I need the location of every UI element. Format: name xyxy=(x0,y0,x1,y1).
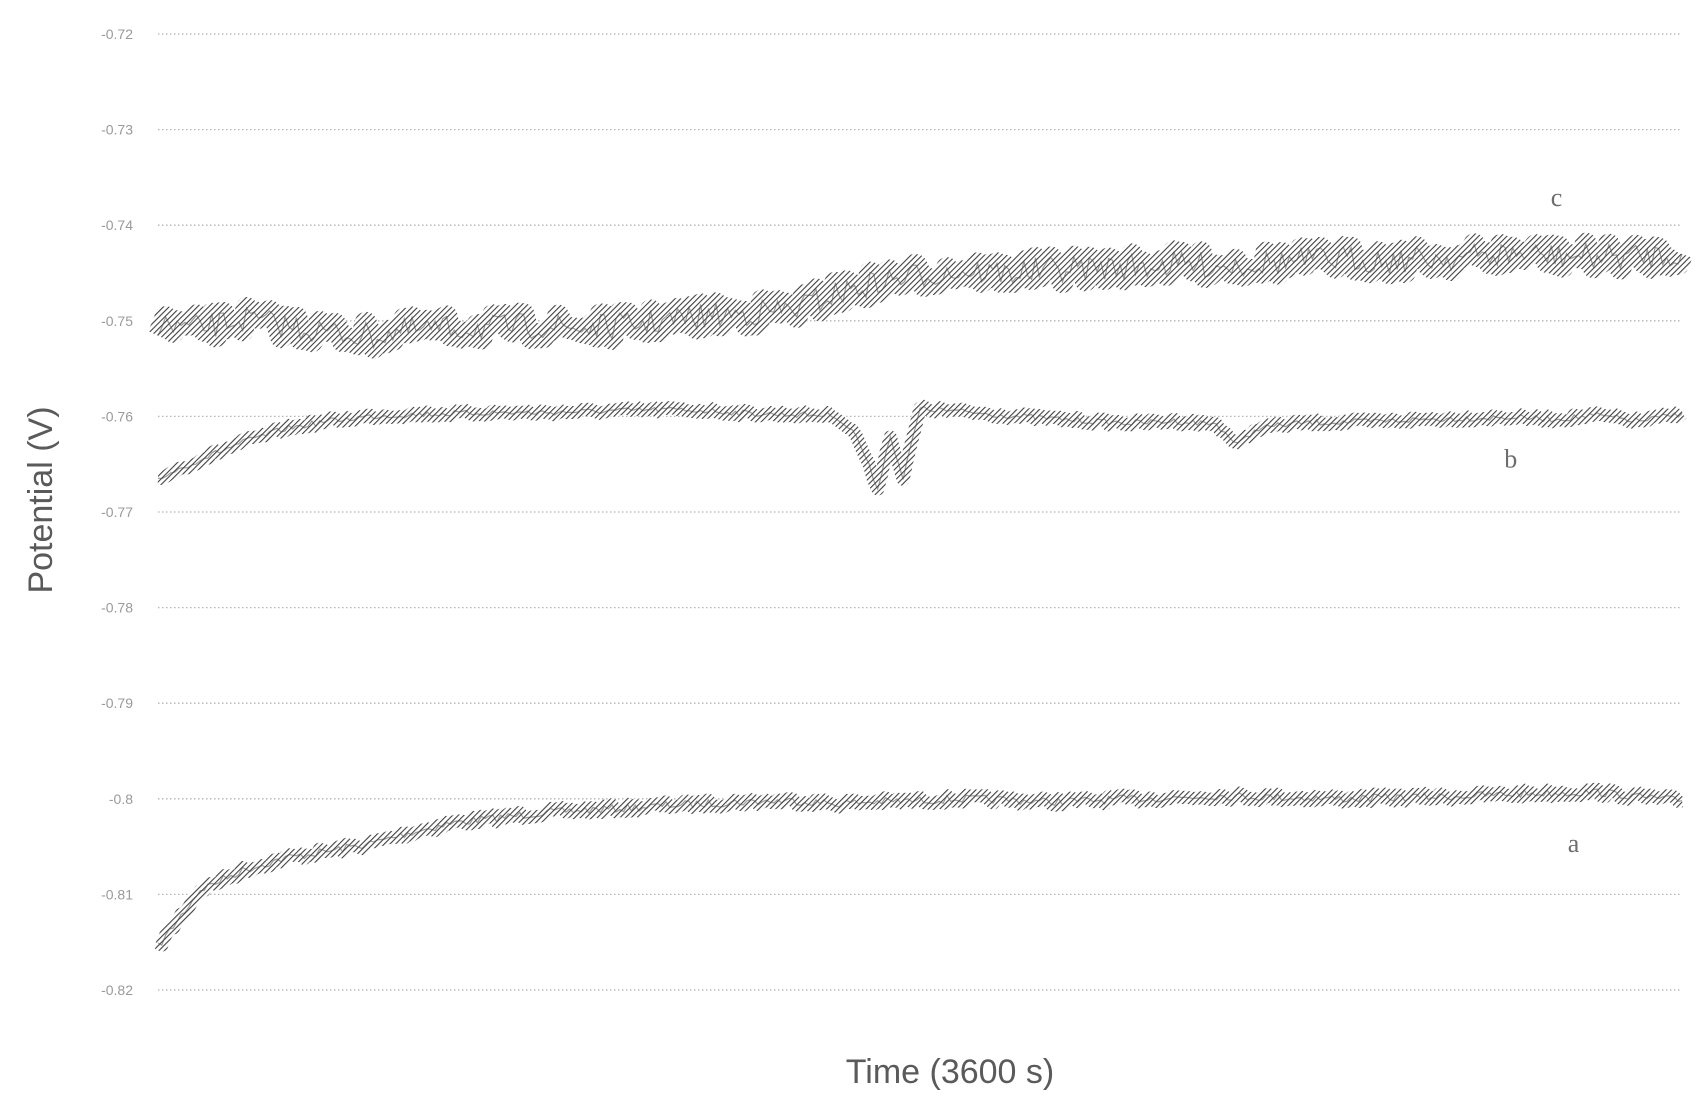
series-c-line xyxy=(148,232,1693,359)
y-tick-labels: -0.72 -0.73 -0.74 -0.75 -0.76 -0.77 -0.78 -0.79… xyxy=(101,26,133,998)
x-axis-title: Time (3600 s) xyxy=(846,1053,1054,1091)
series-a-line xyxy=(154,782,1685,952)
y-tick-label: -0.72 xyxy=(101,26,133,42)
series-label-c: c xyxy=(1551,183,1563,212)
y-tick-label: -0.81 xyxy=(101,886,133,902)
series-a-trace xyxy=(157,788,1683,946)
y-tick-label: -0.76 xyxy=(101,408,133,424)
series-b-line xyxy=(155,399,1687,496)
y-tick-label: -0.79 xyxy=(101,695,133,711)
series-lines xyxy=(148,232,1693,952)
y-tick-label: -0.78 xyxy=(101,600,133,616)
series-labels: a b c xyxy=(1504,183,1580,858)
series-c-trace xyxy=(157,241,1683,350)
y-tick-label: -0.73 xyxy=(101,122,133,138)
y-tick-label: -0.75 xyxy=(101,313,133,329)
y-tick-label: -0.8 xyxy=(109,791,133,807)
y-axis-title: Potential (V) xyxy=(22,406,60,593)
series-b-trace xyxy=(157,405,1683,491)
y-tick-label: -0.74 xyxy=(101,217,133,233)
series-label-a: a xyxy=(1568,829,1580,858)
gridlines xyxy=(158,33,1682,991)
series-label-b: b xyxy=(1504,444,1517,473)
y-tick-label: -0.77 xyxy=(101,504,133,520)
y-tick-label: -0.82 xyxy=(101,982,133,998)
